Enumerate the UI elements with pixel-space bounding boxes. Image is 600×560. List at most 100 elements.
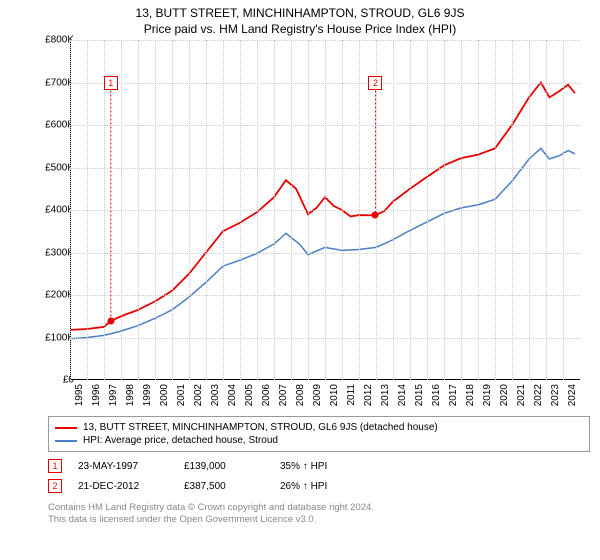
chart-title: 13, BUTT STREET, MINCHINHAMPTON, STROUD,… [0,0,600,20]
gridline-v [376,40,377,380]
gridline-v [121,40,122,380]
attribution-line: This data is licensed under the Open Gov… [48,514,590,526]
event-table: 1 23-MAY-1997 £139,000 35% ↑ HPI 2 21-DEC-201… [48,456,590,496]
event-marker-dot [107,317,114,324]
gridline-v [546,40,547,380]
attribution: Contains HM Land Registry data © Crown c… [48,502,590,527]
x-tick-label: 2024 [567,384,578,406]
gridline-v [410,40,411,380]
y-tick-label: £0 [34,375,74,386]
gridline-v [223,40,224,380]
gridline-v [529,40,530,380]
gridline-v [206,40,207,380]
x-tick-label: 2002 [193,384,204,406]
legend-swatch [55,440,77,442]
chart-area: £0£100K£200K£300K£400K£500K£600K£700K£80… [30,40,590,410]
event-date: 21-DEC-2012 [78,481,168,492]
x-tick-label: 2012 [363,384,374,406]
event-marker-dot [372,212,379,219]
gridline-v [104,40,105,380]
x-tick-label: 2008 [295,384,306,406]
x-tick-label: 2014 [397,384,408,406]
event-pct: 26% ↑ HPI [280,481,370,492]
plot-region: 12 [70,40,580,380]
x-tick-label: 2015 [414,384,425,406]
x-tick-label: 1996 [91,384,102,406]
gridline-v [87,40,88,380]
y-tick-label: £800K [34,35,74,46]
legend-label: 13, BUTT STREET, MINCHINHAMPTON, STROUD,… [83,422,438,433]
gridline-v [495,40,496,380]
event-marker-box: 1 [104,76,118,90]
series-line [70,83,575,330]
gridline-v [342,40,343,380]
x-tick-label: 2016 [431,384,442,406]
gridline-v [512,40,513,380]
y-tick-label: £700K [34,77,74,88]
gridline-v [444,40,445,380]
gridline-v [240,40,241,380]
x-tick-label: 2009 [312,384,323,406]
x-tick-label: 1998 [125,384,136,406]
gridline-v [138,40,139,380]
gridline-v [172,40,173,380]
gridline-v [563,40,564,380]
x-tick-label: 2000 [159,384,170,406]
x-tick-label: 2022 [533,384,544,406]
event-price: £139,000 [184,461,264,472]
attribution-line: Contains HM Land Registry data © Crown c… [48,502,590,514]
gridline-v [427,40,428,380]
gridline-v [155,40,156,380]
y-tick-label: £500K [34,162,74,173]
x-tick-label: 2019 [482,384,493,406]
gridline-v [359,40,360,380]
x-tick-label: 2010 [329,384,340,406]
x-tick-label: 2020 [499,384,510,406]
gridline-v [189,40,190,380]
y-tick-label: £400K [34,205,74,216]
event-pct: 35% ↑ HPI [280,461,370,472]
x-tick-label: 2013 [380,384,391,406]
x-tick-label: 2006 [261,384,272,406]
x-tick-label: 1997 [108,384,119,406]
x-tick-label: 1999 [142,384,153,406]
x-tick-label: 2021 [516,384,527,406]
event-marker-icon: 2 [48,479,62,493]
gridline-v [291,40,292,380]
event-price: £387,500 [184,481,264,492]
legend-row: 13, BUTT STREET, MINCHINHAMPTON, STROUD,… [55,421,583,434]
gridline-v [325,40,326,380]
legend-label: HPI: Average price, detached house, Stro… [83,435,278,446]
x-tick-label: 2003 [210,384,221,406]
y-tick-label: £100K [34,332,74,343]
gridline-v [308,40,309,380]
event-marker-icon: 1 [48,459,62,473]
x-tick-label: 2001 [176,384,187,406]
x-tick-label: 2023 [550,384,561,406]
legend: 13, BUTT STREET, MINCHINHAMPTON, STROUD,… [48,416,590,452]
x-tick-label: 2004 [227,384,238,406]
chart-container: 13, BUTT STREET, MINCHINHAMPTON, STROUD,… [0,0,600,560]
legend-row: HPI: Average price, detached house, Stro… [55,434,583,447]
event-marker-box: 2 [368,76,382,90]
x-tick-label: 2011 [346,384,357,406]
gridline-v [70,40,71,380]
gridline-v [393,40,394,380]
x-tick-label: 2017 [448,384,459,406]
gridline-v [257,40,258,380]
x-tick-label: 2005 [244,384,255,406]
gridline-v [478,40,479,380]
event-row: 2 21-DEC-2012 £387,500 26% ↑ HPI [48,476,590,496]
y-tick-label: £300K [34,247,74,258]
gridline-v [274,40,275,380]
series-line [70,148,575,338]
chart-subtitle: Price paid vs. HM Land Registry's House … [0,20,600,40]
gridline-v [461,40,462,380]
y-tick-label: £200K [34,290,74,301]
event-date: 23-MAY-1997 [78,461,168,472]
legend-swatch [55,427,77,429]
event-row: 1 23-MAY-1997 £139,000 35% ↑ HPI [48,456,590,476]
y-tick-label: £600K [34,120,74,131]
x-tick-label: 2007 [278,384,289,406]
x-tick-label: 2018 [465,384,476,406]
